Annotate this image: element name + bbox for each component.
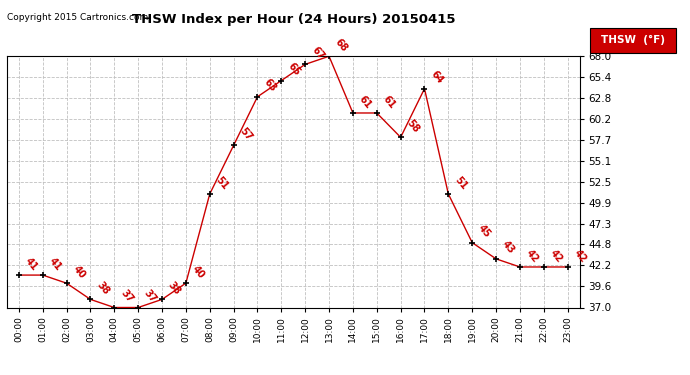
Text: 67: 67 (309, 45, 326, 62)
Text: 42: 42 (548, 248, 564, 264)
Text: 37: 37 (119, 288, 135, 305)
Text: 41: 41 (47, 255, 63, 272)
Text: 41: 41 (23, 255, 39, 272)
Text: 51: 51 (453, 174, 469, 191)
Text: 57: 57 (238, 126, 254, 142)
Text: 61: 61 (381, 93, 397, 110)
Text: Copyright 2015 Cartronics.com: Copyright 2015 Cartronics.com (7, 13, 148, 22)
Text: 43: 43 (500, 239, 517, 256)
Text: THSW Index per Hour (24 Hours) 20150415: THSW Index per Hour (24 Hours) 20150415 (132, 13, 455, 26)
Text: 38: 38 (95, 280, 111, 297)
Text: 40: 40 (70, 264, 87, 280)
Text: 51: 51 (214, 174, 230, 191)
Text: 42: 42 (524, 248, 540, 264)
Text: 68: 68 (333, 37, 350, 54)
Text: 38: 38 (166, 280, 183, 297)
Text: 42: 42 (572, 248, 588, 264)
Text: 65: 65 (286, 61, 302, 78)
Text: THSW  (°F): THSW (°F) (601, 35, 665, 45)
Text: 58: 58 (405, 118, 421, 135)
Text: 63: 63 (262, 77, 278, 94)
Text: 61: 61 (357, 93, 373, 110)
Text: 37: 37 (142, 288, 159, 305)
Text: 40: 40 (190, 264, 206, 280)
Text: 64: 64 (428, 69, 445, 86)
Text: 45: 45 (476, 223, 493, 240)
